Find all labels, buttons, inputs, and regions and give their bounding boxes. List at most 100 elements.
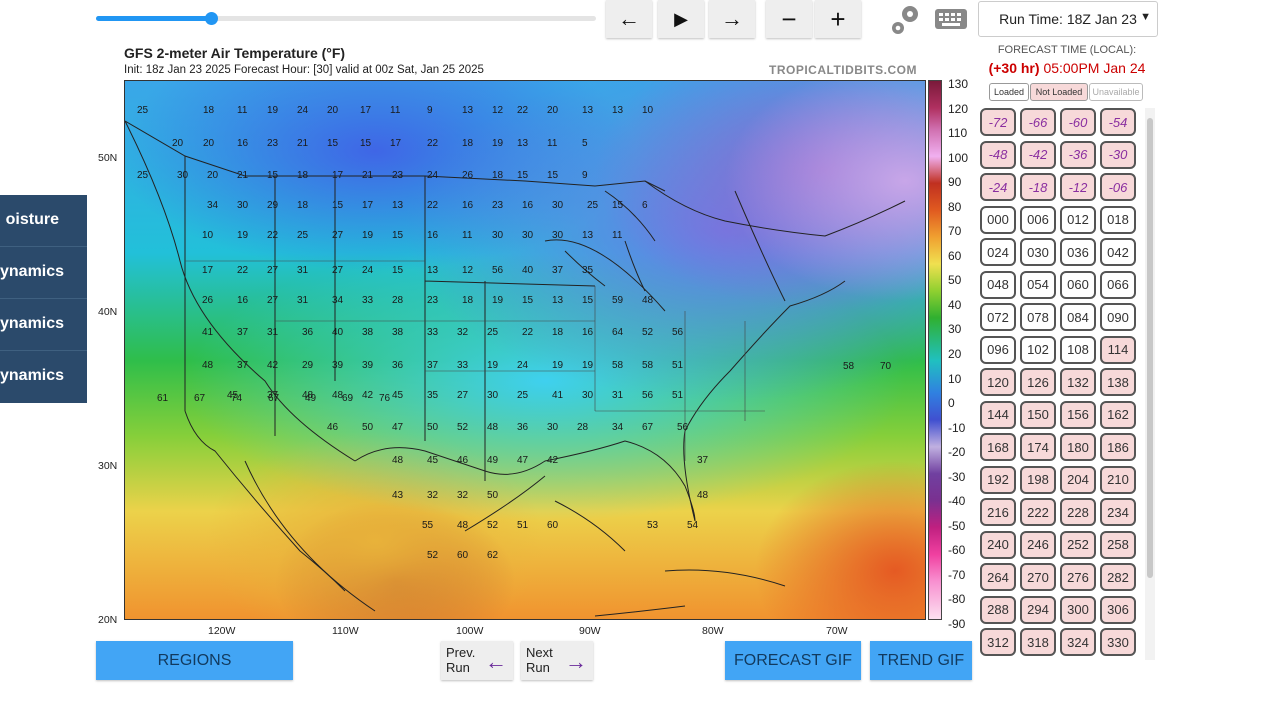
forecast-hour--24[interactable]: -24 [980,173,1016,201]
colorbar-label: -70 [948,567,966,582]
forecast-hour-042[interactable]: 042 [1100,238,1136,266]
forward-button[interactable]: → [709,0,755,38]
forecast-hour-312[interactable]: 312 [980,628,1016,656]
forecast-hour-204[interactable]: 204 [1060,465,1096,494]
forecast-hour-102[interactable]: 102 [1020,335,1056,364]
forecast-hour-090[interactable]: 090 [1100,303,1136,331]
forecast-gif-button[interactable]: FORECAST GIF [725,641,861,680]
keyboard-icon[interactable] [934,6,968,32]
forecast-hour--42[interactable]: -42 [1020,140,1056,169]
forecast-hour-084[interactable]: 084 [1060,303,1096,331]
forecast-hour-162[interactable]: 162 [1100,400,1136,429]
settings-gear-icon[interactable] [886,2,922,38]
forecast-hour-300[interactable]: 300 [1060,595,1096,624]
forecast-hour--48[interactable]: -48 [980,140,1016,169]
forecast-hour-306[interactable]: 306 [1100,595,1136,624]
forecast-hour-072[interactable]: 072 [980,303,1016,331]
forecast-hour-210[interactable]: 210 [1100,465,1136,494]
temperature-map[interactable]: 25 18 11 19 24 20 17 11 9 13 12 22 20 13 13 10 20 20 16 23 2… [124,80,926,620]
forecast-hour-126[interactable]: 126 [1020,368,1056,396]
prev-run-button[interactable]: Prev. Run ← [441,641,513,680]
forecast-hour-276[interactable]: 276 [1060,563,1096,591]
slider-thumb[interactable] [205,12,218,25]
forecast-hour-150[interactable]: 150 [1020,400,1056,429]
menu-item-dynamics-2[interactable]: ynamics [0,299,87,351]
forecast-hour--36[interactable]: -36 [1060,140,1096,169]
forecast-hour-318[interactable]: 318 [1020,628,1056,656]
zoom-out-button[interactable]: − [766,0,812,38]
forecast-hour-024[interactable]: 024 [980,238,1016,266]
menu-item-dynamics-3[interactable]: ynamics [0,367,65,384]
forecast-hour--60[interactable]: -60 [1060,108,1096,136]
forecast-hour-078[interactable]: 078 [1020,303,1056,331]
forecast-hour-156[interactable]: 156 [1060,400,1096,429]
forecast-hour-234[interactable]: 234 [1100,498,1136,526]
forecast-hour-180[interactable]: 180 [1060,433,1096,461]
forecast-hour-000[interactable]: 000 [980,205,1016,234]
forecast-hour-192[interactable]: 192 [980,465,1016,494]
forecast-hour-222[interactable]: 222 [1020,498,1056,526]
forecast-hour-144[interactable]: 144 [980,400,1016,429]
forecast-hour-294[interactable]: 294 [1020,595,1056,624]
forecast-hour-132[interactable]: 132 [1060,368,1096,396]
slider-track[interactable] [96,16,596,21]
forecast-hour-114[interactable]: 114 [1100,335,1136,364]
forecast-hour-198[interactable]: 198 [1020,465,1056,494]
forecast-hour-264[interactable]: 264 [980,563,1016,591]
forecast-hour--06[interactable]: -06 [1100,173,1136,201]
forecast-hour-216[interactable]: 216 [980,498,1016,526]
forecast-hour-036[interactable]: 036 [1060,238,1096,266]
forecast-hour-258[interactable]: 258 [1100,530,1136,559]
forecast-hour-330[interactable]: 330 [1100,628,1136,656]
forecast-hour-246[interactable]: 246 [1020,530,1056,559]
forecast-hour-282[interactable]: 282 [1100,563,1136,591]
brand-watermark: TROPICALTIDBITS.COM [769,63,917,77]
temp-value: 50 [362,422,374,433]
play-button[interactable]: ▶ [658,0,704,38]
scrollbar-thumb[interactable] [1147,118,1153,578]
forecast-hour-120[interactable]: 120 [980,368,1016,396]
forecast-hour-174[interactable]: 174 [1020,433,1056,461]
forecast-hour-060[interactable]: 060 [1060,270,1096,299]
forecast-hour-048[interactable]: 048 [980,270,1016,299]
forecast-hour--66[interactable]: -66 [1020,108,1056,136]
next-run-button[interactable]: Next Run → [521,641,593,680]
forecast-hour-012[interactable]: 012 [1060,205,1096,234]
forecast-hour--54[interactable]: -54 [1100,108,1136,136]
forecast-hour-186[interactable]: 186 [1100,433,1136,461]
forecast-hour-054[interactable]: 054 [1020,270,1056,299]
menu-item-moisture[interactable]: oisture [0,195,87,247]
run-time-select[interactable]: Run Time: 18Z Jan 23 ▼ [978,1,1158,37]
forecast-slider[interactable] [96,12,596,25]
forecast-hour-240[interactable]: 240 [980,530,1016,559]
forecast-hour--12[interactable]: -12 [1060,173,1096,201]
grid-scrollbar[interactable] [1145,108,1155,660]
forecast-hour--72[interactable]: -72 [980,108,1016,136]
back-button[interactable]: ← [606,0,652,38]
forecast-hour--30[interactable]: -30 [1100,140,1136,169]
forecast-hour-096[interactable]: 096 [980,335,1016,364]
forecast-hour-168[interactable]: 168 [980,433,1016,461]
forecast-hour-228[interactable]: 228 [1060,498,1096,526]
colorbar-label: 50 [948,273,962,288]
temp-value: 20 [207,170,219,181]
forecast-hour-270[interactable]: 270 [1020,563,1056,591]
forecast-hour-066[interactable]: 066 [1100,270,1136,299]
menu-item-dynamics-1[interactable]: ynamics [0,247,87,299]
lat-label-50n: 50N [98,152,118,164]
forecast-hour-324[interactable]: 324 [1060,628,1096,656]
forecast-hour-288[interactable]: 288 [980,595,1016,624]
temp-value: 20 [327,105,339,116]
forecast-hour-252[interactable]: 252 [1060,530,1096,559]
forecast-hour-138[interactable]: 138 [1100,368,1136,396]
forecast-hour--18[interactable]: -18 [1020,173,1056,201]
forecast-hour-030[interactable]: 030 [1020,238,1056,266]
forecast-hour-018[interactable]: 018 [1100,205,1136,234]
temp-value: 16 [462,200,474,211]
forecast-hour-006[interactable]: 006 [1020,205,1056,234]
zoom-in-button[interactable]: + [815,0,861,38]
trend-gif-button[interactable]: TREND GIF [870,641,972,680]
regions-button[interactable]: REGIONS [96,641,293,680]
temp-value: 50 [487,490,499,501]
forecast-hour-108[interactable]: 108 [1060,335,1096,364]
